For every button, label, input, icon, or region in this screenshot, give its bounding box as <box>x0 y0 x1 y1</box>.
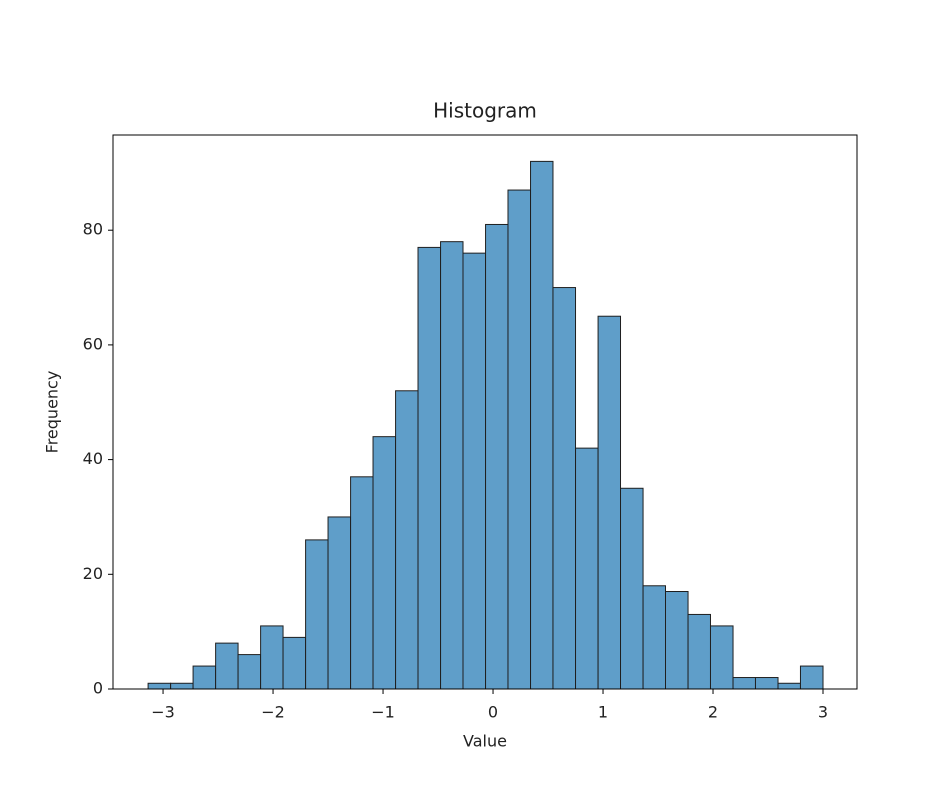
bar <box>350 476 374 690</box>
bar <box>215 642 239 690</box>
bar <box>440 241 464 690</box>
bar <box>687 613 711 690</box>
bar <box>754 677 779 690</box>
bar <box>260 625 284 690</box>
bar <box>170 682 194 690</box>
x-tick-label: −2 <box>261 703 285 722</box>
x-tick-label: −1 <box>371 703 395 722</box>
x-axis-label: Value <box>463 732 507 751</box>
bar <box>575 447 599 690</box>
y-tick-label: 80 <box>83 220 103 239</box>
bar <box>620 487 644 690</box>
plot-frame <box>112 134 858 690</box>
bar <box>665 591 689 690</box>
y-axis-label: Frequency <box>43 371 62 454</box>
bar <box>485 223 509 690</box>
bar <box>732 677 756 690</box>
bar <box>282 636 307 690</box>
bar <box>192 665 217 690</box>
x-tick-label: 2 <box>708 703 718 722</box>
bar <box>462 252 487 690</box>
x-tick-label: 3 <box>818 703 828 722</box>
bar <box>799 665 824 690</box>
y-tick-label: 40 <box>83 449 103 468</box>
chart-title: Histogram <box>433 99 537 123</box>
bar <box>709 625 734 690</box>
bar <box>395 390 419 690</box>
x-tick-label: −3 <box>151 703 175 722</box>
bar <box>147 682 172 690</box>
bar <box>237 654 262 690</box>
x-tick-label: 0 <box>488 703 498 722</box>
y-tick-label: 20 <box>83 564 103 583</box>
bar <box>507 189 532 690</box>
bar <box>530 160 554 690</box>
bar <box>327 516 352 690</box>
y-tick-label: 60 <box>83 334 103 353</box>
bar <box>552 287 577 690</box>
bar <box>777 682 801 690</box>
y-tick-label: 0 <box>93 679 103 698</box>
bar <box>597 315 622 690</box>
bar <box>417 246 442 690</box>
bar <box>372 436 397 690</box>
bar <box>305 539 329 690</box>
bar <box>642 585 667 690</box>
x-tick-label: 1 <box>598 703 608 722</box>
